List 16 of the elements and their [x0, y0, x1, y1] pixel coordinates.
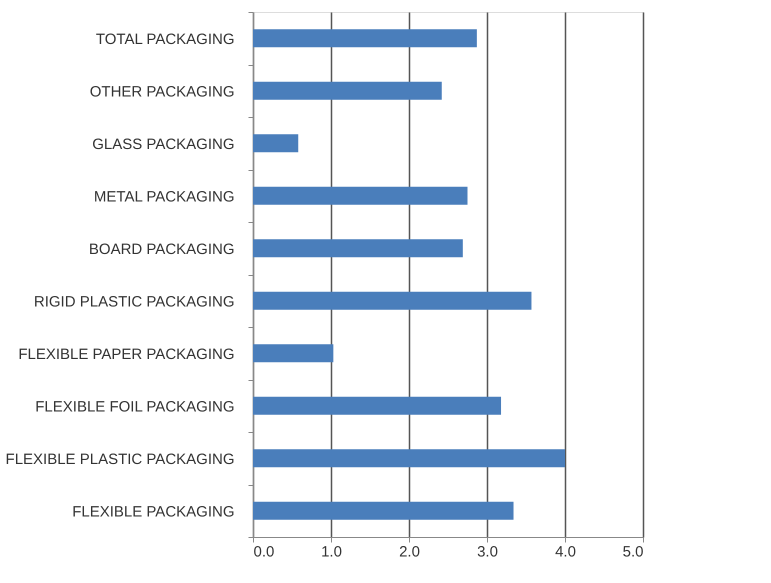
x-tick-label: 5.0 — [622, 544, 644, 560]
y-tick-label: FLEXIBLE FOIL PACKAGING — [35, 398, 234, 416]
x-tick-label: 2.0 — [399, 544, 420, 560]
y-tick-label: OTHER PACKAGING — [90, 83, 234, 100]
y-tick-label: RIGID PLASTIC PACKAGING — [34, 293, 234, 310]
x-tick-label: 4.0 — [555, 544, 576, 560]
y-tick-label: BOARD PACKAGING — [88, 240, 234, 258]
y-tick-label: TOTAL PACKAGING — [96, 30, 234, 48]
x-tick-label: 0.0 — [254, 544, 274, 560]
y-tick-label: FLEXIBLE PACKAGING — [72, 503, 234, 520]
y-tick-label: GLASS PACKAGING — [92, 136, 234, 153]
y-tick-label: METAL PACKAGING — [94, 188, 234, 206]
x-tick-label: 3.0 — [477, 544, 498, 560]
y-tick-label: FLEXIBLE PAPER PACKAGING — [18, 346, 234, 363]
y-tick-label: FLEXIBLE PLASTIC PACKAGING — [6, 450, 234, 468]
x-tick-label: 1.0 — [321, 544, 342, 560]
